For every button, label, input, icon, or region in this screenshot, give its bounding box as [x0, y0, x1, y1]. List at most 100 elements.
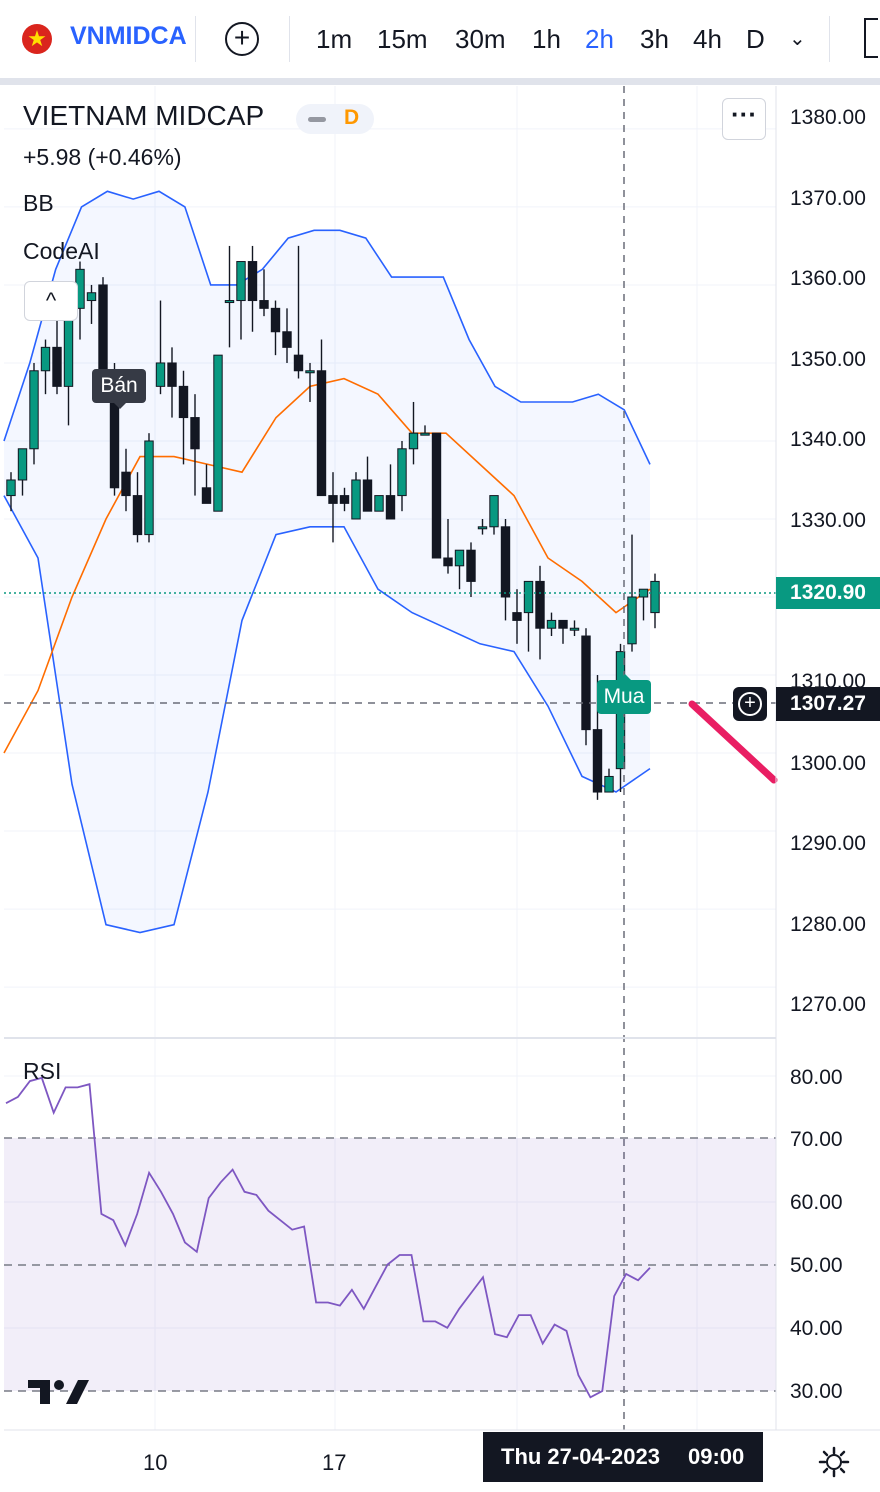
rsi-axis-label: 40.00 — [790, 1317, 843, 1340]
chevron-down-icon[interactable]: ⌄ — [789, 28, 806, 50]
candle-body — [167, 362, 177, 387]
candles — [6, 245, 660, 800]
interval-30m[interactable]: 30m — [455, 24, 506, 54]
rsi-axis-label: 60.00 — [790, 1191, 843, 1214]
session-badge: D — [344, 106, 360, 129]
price-axis-label: 1270.00 — [790, 993, 866, 1016]
interval-4h[interactable]: 4h — [693, 24, 722, 54]
chart-type-icon[interactable] — [864, 18, 878, 58]
symbol-search-button[interactable]: VNMIDCA — [70, 22, 187, 50]
legend-change: +5.98 (+0.46%) — [23, 144, 182, 170]
bb-band-fill — [4, 191, 650, 933]
trend-line-drawing[interactable] — [688, 700, 778, 784]
candle-body — [270, 307, 281, 333]
candle-body — [316, 370, 327, 497]
candle-body — [535, 580, 545, 629]
candle-body — [247, 261, 258, 302]
candle-body — [213, 354, 223, 512]
toolbar-divider — [829, 16, 830, 62]
price-axis-label: 1280.00 — [790, 913, 866, 936]
candle-body — [305, 370, 315, 374]
candle-body — [431, 432, 442, 559]
candle-body — [627, 596, 637, 645]
tradingview-logo-icon[interactable] — [26, 1376, 90, 1408]
market-status-icon — [308, 117, 326, 122]
candle-body — [190, 417, 200, 450]
indicator-codeai-label[interactable]: CodeAI — [23, 238, 100, 264]
crosshair-date: Thu 27-04-2023 — [501, 1444, 660, 1469]
price-axis-label: 1380.00 — [790, 106, 866, 129]
vietnam-flag-icon: ★ — [22, 24, 52, 54]
candle-body — [328, 495, 338, 504]
price-axis-label: 1350.00 — [790, 348, 866, 371]
time-axis-label: 17 — [322, 1450, 347, 1475]
candle-body — [339, 495, 350, 504]
rsi-indicator-label[interactable]: RSI — [23, 1058, 62, 1084]
candle-body — [86, 292, 97, 302]
candle-body — [546, 619, 557, 629]
add-alert-button[interactable]: + — [733, 687, 767, 721]
candle-body — [569, 627, 580, 631]
indicator-bb-label[interactable]: BB — [23, 190, 54, 216]
rsi-axis-label: 80.00 — [790, 1066, 843, 1089]
plus-icon: + — [738, 692, 762, 716]
more-options-button[interactable]: ··· — [722, 98, 766, 140]
compare-symbol-button[interactable]: + — [225, 22, 259, 56]
interval-2h[interactable]: 2h — [585, 24, 614, 54]
price-axis-label: 1360.00 — [790, 267, 866, 290]
settings-gear-icon[interactable] — [817, 1445, 851, 1479]
candle-body — [558, 619, 568, 629]
market-status-badge[interactable]: D — [296, 104, 374, 134]
sell-signal-label: Bán — [92, 369, 146, 409]
candle-body — [52, 346, 62, 387]
interval-1m[interactable]: 1m — [316, 24, 353, 54]
interval-3h[interactable]: 3h — [640, 24, 669, 54]
candle-body — [477, 526, 488, 530]
candle-body — [259, 300, 269, 309]
time-axis-label: 10 — [143, 1450, 168, 1475]
candle-body — [282, 331, 292, 348]
candle-body — [592, 729, 603, 793]
last-price-tag: 1320.90 — [776, 577, 880, 609]
candle-body — [29, 370, 39, 450]
candle-body — [374, 495, 384, 512]
candle-body — [224, 300, 235, 304]
rsi-axis-label: 70.00 — [790, 1128, 843, 1151]
price-axis-label: 1340.00 — [790, 428, 866, 451]
candle-body — [132, 495, 143, 536]
crosshair-time: 09:00 — [688, 1444, 745, 1469]
interval-15m[interactable]: 15m — [377, 24, 428, 54]
candle-body — [293, 354, 304, 372]
toolbar-separator — [0, 78, 880, 85]
toolbar-divider — [289, 16, 290, 62]
price-axis-label: 1290.00 — [790, 832, 866, 855]
candle-body — [144, 440, 154, 536]
price-axis-label: 1370.00 — [790, 187, 866, 210]
candle-body — [6, 479, 16, 497]
rsi-axis-label: 50.00 — [790, 1254, 843, 1277]
candle-body — [454, 549, 465, 567]
collapse-legend-button[interactable]: ^ — [24, 281, 78, 321]
candle-body — [650, 580, 660, 614]
candle-body — [500, 526, 511, 598]
candle-body — [362, 479, 373, 512]
rsi-line — [5, 1076, 651, 1399]
candle-body — [489, 495, 499, 528]
price-axis-label: 1300.00 — [790, 752, 866, 775]
candle-body — [121, 471, 131, 497]
candle-body — [98, 284, 108, 380]
candle-body — [581, 635, 591, 731]
candle-body — [178, 385, 189, 419]
bb-lower-line — [3, 495, 651, 934]
candle-body — [397, 448, 407, 497]
rsi-axis-label: 30.00 — [790, 1380, 843, 1403]
top-toolbar: ★ VNMIDCA + 1m 15m 30m 1h 2h 3h 4h D ⌄ — [0, 0, 880, 78]
candle-body — [604, 775, 614, 793]
candle-body — [385, 495, 396, 520]
candle-body — [17, 448, 28, 481]
candle-body — [236, 261, 246, 302]
legend-symbol-title: VIETNAM MIDCAP — [23, 100, 265, 131]
interval-1h[interactable]: 1h — [532, 24, 561, 54]
interval-d[interactable]: D — [746, 24, 765, 54]
